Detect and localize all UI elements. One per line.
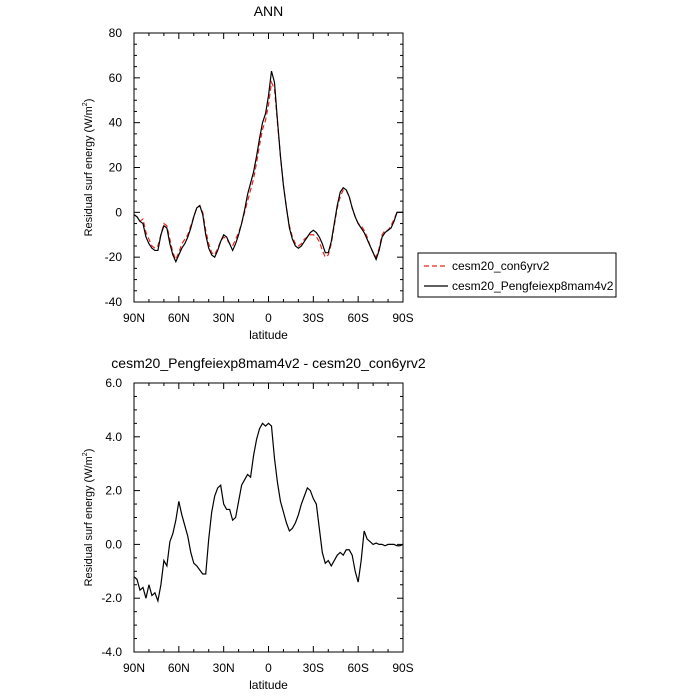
legend-box [417,252,617,298]
series-line-1 [134,422,403,604]
chart-title: ANN [254,3,284,19]
x-tick-label: 90S [392,311,413,325]
x-tick-label: 60N [168,661,190,675]
x-tick-label: 90N [123,311,145,325]
x-tick-label: 30S [303,311,324,325]
y-tick-label: -2.0 [101,591,122,605]
series-line-1 [134,80,403,261]
x-tick-label: 30N [213,311,235,325]
x-tick-label: 60N [168,311,190,325]
y-tick-label: -20 [105,250,123,264]
legend-label-1: cesm20_con6yrv2 [452,259,550,273]
y-tick-label: 0 [115,205,122,219]
legend: cesm20_con6yrv2 cesm20_Pengfeiexp8mam4v2 [417,252,617,298]
y-tick-label: -4.0 [101,645,122,659]
y-axis-label-main: Residual surf energy (W/m [83,456,95,586]
chart-title: cesm20_Pengfeiexp8mam4v2 - cesm20_con6yr… [111,355,426,371]
x-tick-label: 0 [265,311,272,325]
y-axis-label-superscript: 2 [82,102,89,106]
y-axis-label: Residual surf energy (W/m2) [82,449,95,587]
y-axis-label-close: ) [83,449,95,453]
y-tick-label: 2.0 [105,484,122,498]
y-tick-label: 20 [109,161,123,175]
y-tick-label: 4.0 [105,430,122,444]
y-axis-label-main: Residual surf energy (W/m [83,106,95,236]
y-tick-label: 6.0 [105,376,122,390]
y-tick-label: 0.0 [105,537,122,551]
x-tick-label: 30N [213,661,235,675]
x-tick-label: 90N [123,661,145,675]
x-tick-label: 60S [347,661,368,675]
x-tick-label: 0 [265,661,272,675]
y-axis-label-close: ) [83,99,95,103]
y-tick-label: -40 [105,295,123,309]
x-tick-label: 30S [303,661,324,675]
y-tick-label: 60 [109,71,123,85]
series-line-2 [134,70,403,264]
top-panel: ANN -40 -20 0 20 40 60 80 90N 60N 30N 0 30S 60S 90S lat… [82,3,414,342]
y-axis-label: Residual surf energy (W/m2) [82,99,95,237]
legend-label-2: cesm20_Pengfeiexp8mam4v2 [452,279,614,293]
plot-frame [133,32,404,303]
y-tick-label: 80 [109,26,123,40]
y-axis-label-superscript: 2 [82,452,89,456]
x-axis-label: latitude [249,328,288,342]
x-tick-label: 90S [392,661,413,675]
y-tick-label: 40 [109,116,123,130]
x-axis-label: latitude [249,678,288,692]
bottom-panel: cesm20_Pengfeiexp8mam4v2 - cesm20_con6yr… [82,355,426,692]
x-tick-label: 60S [347,311,368,325]
